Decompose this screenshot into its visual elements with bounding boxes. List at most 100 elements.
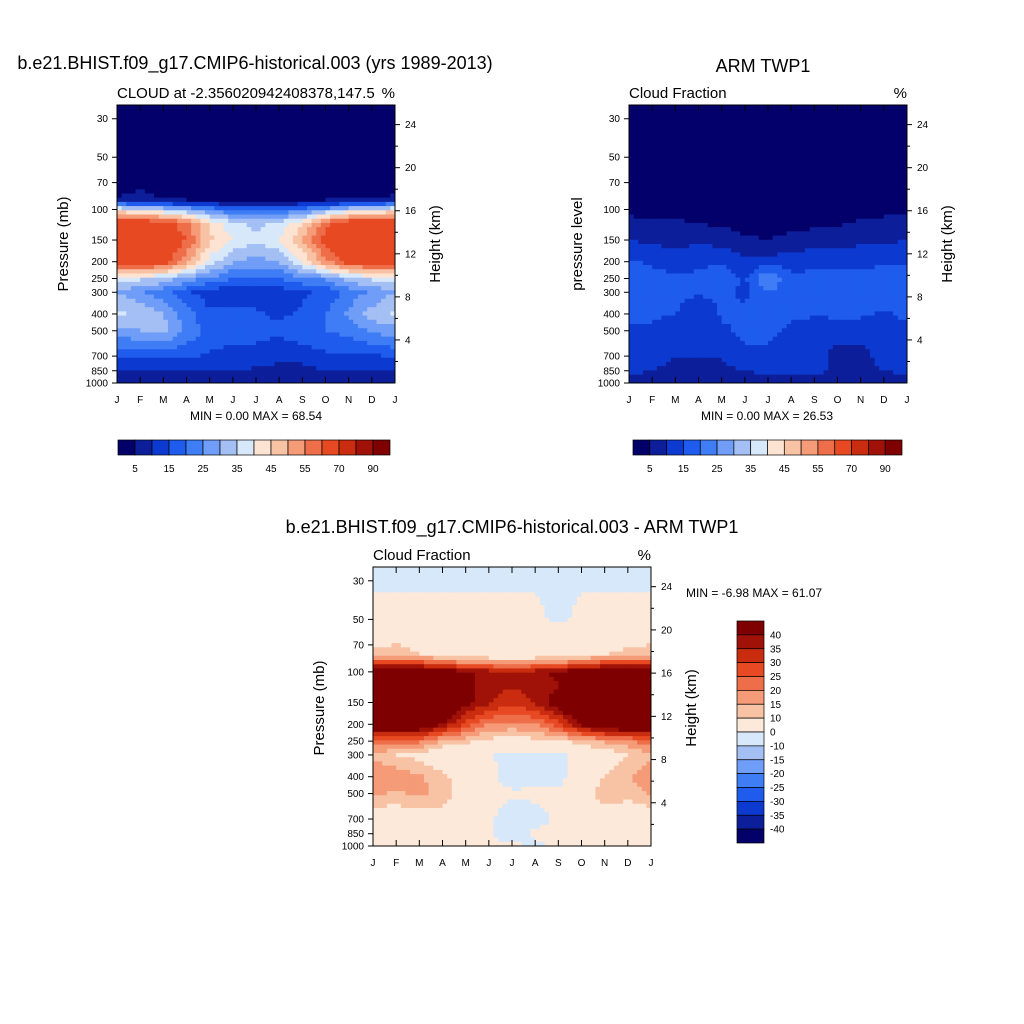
height-tick-label: 16 (405, 206, 417, 217)
colorbar-label: 25 (197, 464, 209, 475)
min-max-stats: MIN = 0.00 MAX = 68.54 (190, 409, 322, 423)
colorbar: 5 15 25 35 45 55 70 90 (632, 439, 903, 475)
height-tick-label: 24 (405, 120, 417, 131)
panel-title: ARM TWP1 (716, 56, 811, 76)
x-tick-label: A (276, 395, 283, 406)
x-tick-label: N (601, 858, 608, 869)
colorbar-swatch (736, 634, 765, 650)
colorbar-label: -15 (770, 755, 785, 766)
contour-plot: J F M A M J J A S O N D J 30 50 70 100 150 200 250 300 400 500… (598, 104, 929, 406)
y-tick-label: 200 (603, 257, 620, 268)
y-tick-label: 700 (91, 352, 108, 363)
colorbar-swatch (699, 439, 718, 456)
y-tick-label: 50 (353, 615, 365, 626)
colorbar-swatch (736, 717, 765, 733)
colorbar-label: -10 (770, 741, 785, 752)
y-tick-label: 200 (347, 720, 364, 731)
colorbar-swatch (649, 439, 667, 456)
y-tick-label: 100 (347, 667, 364, 678)
contour-plot: J F M A M J J A S O N D J 30 50 70 100 150 200 250 300 400 500… (86, 104, 417, 406)
panel-observation: ARM TWP1 Cloud Fraction % J F M A M J J A S O N D J 3… (569, 56, 956, 475)
x-tick-label: D (880, 395, 887, 406)
x-tick-label: A (532, 858, 539, 869)
colorbar-label: -25 (770, 783, 785, 794)
x-tick-label: A (695, 395, 702, 406)
height-tick-label: 8 (405, 292, 411, 303)
colorbar-label: 5 (647, 464, 653, 475)
colorbar-swatch (716, 439, 735, 456)
colorbar-swatch (736, 648, 765, 663)
colorbar-swatch (304, 439, 323, 456)
colorbar-swatch (736, 787, 765, 802)
y-tick-label: 150 (603, 236, 620, 247)
height-tick-label: 20 (917, 163, 929, 174)
x-tick-label: S (811, 395, 818, 406)
height-tick-label: 12 (661, 712, 673, 723)
colorbar-swatch (800, 439, 819, 456)
panel-right-subtitle: % (638, 547, 651, 564)
panel-left-subtitle: Cloud Fraction (373, 547, 471, 564)
colorbar-swatch (236, 439, 255, 456)
x-tick-label: F (137, 395, 143, 406)
contour-fill (629, 105, 907, 383)
colorbar-swatch (151, 439, 170, 456)
min-max-stats: MIN = 0.00 MAX = 26.53 (701, 409, 833, 423)
x-tick-label: A (788, 395, 795, 406)
colorbar-label: 30 (770, 658, 782, 669)
y-tick-label: 30 (353, 576, 365, 587)
x-tick-label: N (345, 395, 352, 406)
x-tick-label: J (393, 395, 398, 406)
y-tick-label: 30 (609, 114, 621, 125)
colorbar-swatch (338, 439, 357, 456)
y-tick-label: 50 (609, 153, 621, 164)
x-tick-label: M (205, 395, 213, 406)
colorbar-swatch (736, 620, 765, 636)
x-tick-label: M (159, 395, 167, 406)
x-tick-label: F (393, 858, 399, 869)
colorbar-swatch (355, 439, 374, 456)
height-tick-label: 12 (405, 249, 417, 260)
colorbar: 40 35 30 25 20 15 10 0 -10 -15 -20 -25 -30 -35 -40 (736, 620, 785, 844)
y-tick-label: 150 (91, 236, 108, 247)
colorbar-swatch (683, 439, 701, 456)
height-tick-label: 4 (917, 335, 923, 346)
y-tick-label: 700 (347, 815, 364, 826)
colorbar-swatch (202, 439, 221, 456)
y-tick-label: 500 (347, 789, 364, 800)
colorbar-swatch (736, 690, 765, 705)
y-tick-label: 250 (603, 274, 620, 285)
height-tick-label: 4 (405, 335, 411, 346)
y-tick-label: 250 (347, 737, 364, 748)
y-tick-label: 300 (603, 288, 620, 299)
y-tick-label: 1000 (342, 842, 365, 853)
colorbar-swatch (736, 745, 765, 761)
y-axis-label: pressure level (569, 197, 586, 290)
colorbar-swatch (287, 439, 306, 456)
colorbar-swatch (736, 676, 765, 691)
panel-model: b.e21.BHIST.f09_g17.CMIP6-historical.003… (17, 53, 492, 475)
colorbar-swatch (783, 439, 802, 456)
x-tick-label: A (439, 858, 446, 869)
y-axis-right-label: Height (km) (939, 205, 956, 283)
height-tick-label: 8 (917, 292, 923, 303)
height-tick-label: 12 (917, 249, 929, 260)
colorbar-label: -20 (770, 769, 785, 780)
x-tick-label: M (461, 858, 469, 869)
colorbar-swatch (270, 439, 289, 456)
colorbar-label: 25 (770, 672, 782, 683)
colorbar-swatch (736, 801, 765, 816)
colorbar-swatch (134, 439, 153, 456)
y-tick-label: 200 (91, 257, 108, 268)
colorbar-swatch (185, 439, 204, 456)
colorbar-label: -40 (770, 825, 785, 836)
colorbar-swatch (736, 828, 765, 844)
x-tick-label: M (717, 395, 725, 406)
colorbar-swatch (733, 439, 752, 456)
colorbar-label: 70 (333, 464, 345, 475)
panel-title: b.e21.BHIST.f09_g17.CMIP6-historical.003… (286, 517, 739, 538)
colorbar-swatch (868, 439, 886, 456)
x-tick-label: D (368, 395, 375, 406)
y-tick-label: 850 (603, 366, 620, 377)
y-tick-label: 100 (603, 205, 620, 216)
y-tick-label: 70 (97, 178, 109, 189)
